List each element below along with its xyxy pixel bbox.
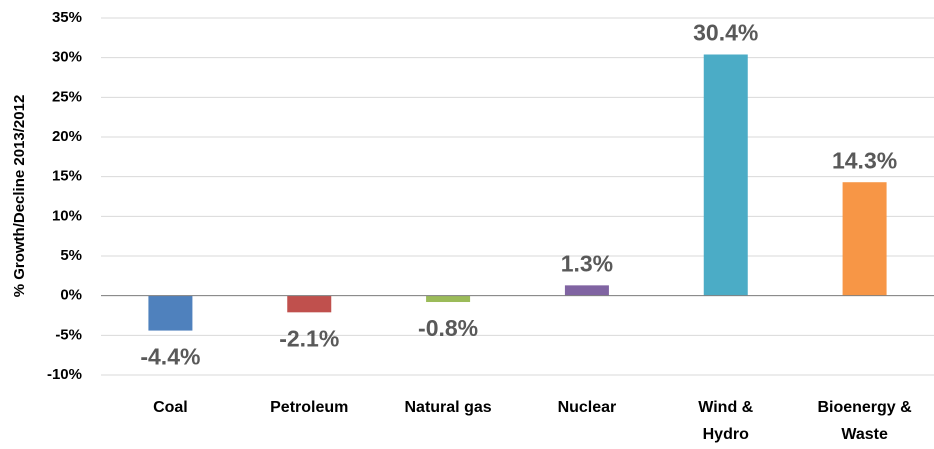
x-tick-label-line: Bioenergy & (817, 399, 912, 416)
y-tick-label: 5% (60, 247, 82, 264)
y-tick-label: -5% (55, 326, 82, 343)
y-tick-label: 25% (52, 88, 82, 105)
x-tick-label: Wind & Hydro (698, 399, 753, 443)
x-tick-label: Natural gas (405, 399, 492, 416)
value-label: 1.3% (561, 250, 613, 276)
y-tick-label: 15% (52, 168, 82, 185)
value-label: -4.4% (140, 344, 200, 370)
x-tick-label-line: Wind & (698, 399, 753, 416)
value-label: 30.4% (693, 20, 758, 46)
y-tick-label: 10% (52, 207, 82, 224)
bar (287, 295, 332, 313)
bar (564, 285, 609, 296)
value-label: -0.8% (418, 315, 478, 341)
bar (703, 54, 748, 296)
x-tick-label-line: Waste (841, 426, 888, 443)
y-tick-label: 35% (52, 9, 82, 26)
y-axis-label: % Growth/Decline 2013/2012 (11, 95, 28, 298)
x-tick-label: Petroleum (270, 399, 348, 416)
y-tick-label: 30% (52, 49, 82, 66)
bar (148, 295, 193, 331)
x-tick-label: Coal (153, 399, 188, 416)
x-tick-label: Bioenergy & Waste (817, 399, 912, 443)
value-label: 14.3% (832, 147, 897, 173)
y-tick-label: 20% (52, 128, 82, 145)
bar (426, 295, 471, 303)
y-tick-label: 0% (60, 287, 82, 304)
x-tick-label: Nuclear (558, 399, 617, 416)
value-label: -2.1% (279, 325, 339, 351)
y-tick-label: -10% (47, 366, 82, 383)
bar (842, 182, 887, 296)
x-tick-label-line: Hydro (703, 426, 749, 443)
